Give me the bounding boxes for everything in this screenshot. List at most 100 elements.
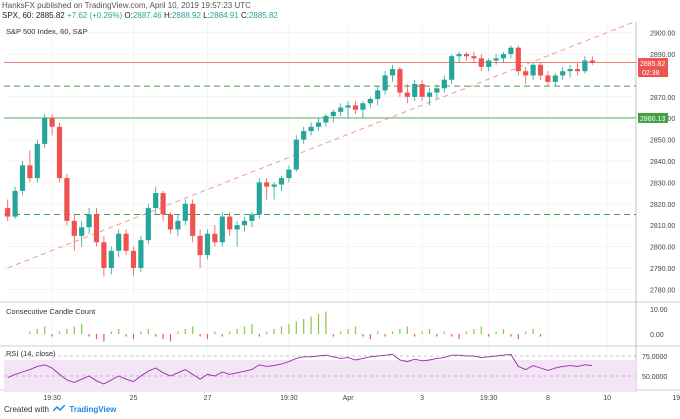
candle-body (345, 105, 351, 108)
candle-body (34, 143, 40, 179)
candle-body (434, 88, 440, 93)
x-tick-label: 19:30 (43, 395, 61, 402)
candle-body (589, 60, 595, 63)
candle-body (293, 139, 299, 170)
candle-body (19, 165, 26, 191)
price-pane-title: S&P 500 Index, 60, S&P (6, 27, 88, 36)
x-tick-label: 25 (130, 395, 138, 402)
candle-body (130, 250, 137, 268)
candle-body (500, 54, 507, 59)
y-tick-label: 75.0000 (642, 354, 667, 361)
y-tick-label: 0.00 (650, 332, 664, 339)
y-tick-label: 50.0000 (642, 374, 667, 381)
candle-body (456, 54, 462, 57)
x-tick-label: 10 (603, 395, 611, 402)
candle-body (463, 54, 470, 57)
candle-body (71, 220, 77, 236)
candle-body (301, 131, 307, 140)
candle-body (5, 208, 11, 217)
candle-body (419, 84, 425, 97)
candle-body (360, 103, 366, 110)
x-tick-label: 27 (204, 395, 212, 402)
candle-body (264, 182, 270, 187)
candle-body (49, 118, 55, 127)
y-tick-label: 2870.00 (650, 95, 675, 102)
rsi-title: RSI (14, close) (6, 349, 56, 358)
candle-body (560, 71, 566, 76)
candle-body (86, 214, 92, 228)
candle-body (56, 126, 63, 179)
high-label: H: (163, 11, 172, 20)
publish-info: HanksFX published on TradingView.com, Ap… (2, 1, 251, 10)
candle-body (352, 105, 359, 110)
footer-prefix: Created with (4, 405, 49, 415)
candle-body (537, 64, 544, 76)
candle-body (523, 71, 529, 76)
candle-body (12, 190, 18, 217)
candle-body (116, 233, 122, 251)
candle-body (256, 182, 262, 215)
candle-body (449, 56, 455, 80)
candle-body (101, 242, 107, 268)
candle-body (42, 118, 48, 144)
candle-body (271, 184, 277, 187)
candle-body (471, 56, 477, 59)
rsi-line (7, 353, 593, 385)
candle-body (204, 233, 211, 256)
x-tick-label: 8 (546, 395, 550, 402)
tradingview-logo-icon (52, 404, 66, 415)
candle-body (486, 60, 492, 67)
x-tick-label: Apr (343, 395, 355, 402)
candle-body (138, 240, 144, 268)
candle-body (441, 79, 447, 89)
y-tick-label: 2800.00 (650, 245, 675, 252)
candle-body (123, 233, 129, 251)
x-tick-label: 19:30 (280, 395, 298, 402)
footer-brand[interactable]: TradingView (69, 405, 117, 415)
high-value: 2888.92 (171, 11, 201, 20)
chart-area[interactable]: 2900.002890.002870.002860.002850.002840.… (0, 22, 680, 405)
candle-body (493, 58, 499, 61)
candle-body (241, 220, 248, 226)
countdown-label: 02:38 (642, 70, 660, 77)
low-label: L: (203, 11, 210, 20)
candle-body (153, 193, 159, 209)
y-tick-label: 2900.00 (650, 31, 675, 38)
last-price: 2885.82 (35, 11, 65, 20)
candle-body (79, 227, 85, 236)
candle-body (167, 214, 174, 230)
y-tick-label: 2890.00 (650, 52, 675, 59)
y-tick-label: 2830.00 (650, 180, 675, 187)
candle-body (249, 214, 255, 221)
symbol-label: SPX, 60 (2, 11, 32, 20)
candle-body (545, 75, 551, 82)
candle-body (27, 165, 33, 179)
candle-body (308, 126, 314, 132)
candle-body (574, 69, 581, 72)
candle-body (160, 193, 166, 215)
candle-body (412, 84, 418, 97)
level-badge (638, 112, 668, 123)
open-label: O: (124, 11, 133, 20)
ohlc-header: SPX, 60: 2885.82 +7.62 (+0.26%) O:2887.4… (2, 11, 278, 20)
candle-count-title: Consecutive Candle Count (6, 307, 96, 316)
candle-body (286, 169, 292, 179)
candle-body (375, 90, 381, 99)
price-change: +7.62 (+0.26%) (66, 11, 123, 20)
level-badge-label: 2860.13 (640, 116, 665, 123)
candle-body (530, 64, 536, 76)
candle-body (234, 225, 240, 230)
candle-body (338, 107, 344, 112)
x-tick-label: 19:30 (672, 395, 680, 402)
candle-body (582, 60, 588, 72)
low-value: 2884.91 (209, 11, 239, 20)
candle-body (278, 178, 285, 185)
candle-body (175, 220, 181, 230)
trendline (7, 22, 636, 269)
candle-body (64, 178, 70, 221)
y-tick-label: 2780.00 (650, 287, 675, 294)
candle-body (197, 235, 203, 256)
last-price-badge (638, 58, 668, 78)
candle-body (330, 111, 336, 117)
footer: Created with TradingView (4, 404, 117, 415)
